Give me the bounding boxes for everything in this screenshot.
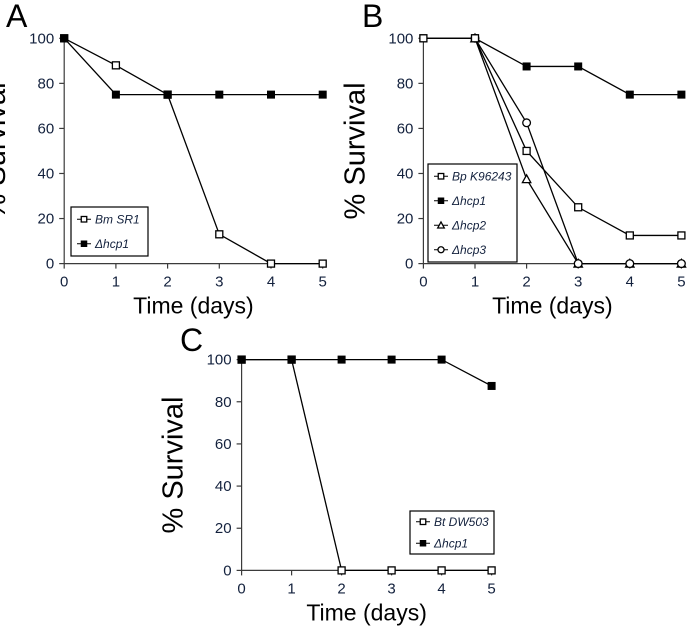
svg-text:1: 1 (112, 274, 120, 291)
svg-text:0: 0 (405, 256, 413, 273)
svg-text:80: 80 (215, 394, 232, 411)
svg-text:20: 20 (38, 211, 55, 228)
svg-text:5: 5 (319, 274, 327, 291)
svg-text:3: 3 (387, 580, 395, 597)
svg-text:40: 40 (397, 165, 414, 182)
svg-text:4: 4 (267, 274, 275, 291)
svg-text:Δhcp1: Δhcp1 (451, 194, 486, 208)
svg-text:% Survival: % Survival (158, 397, 190, 534)
svg-text:5: 5 (487, 580, 495, 597)
svg-text:1: 1 (287, 580, 295, 597)
svg-text:20: 20 (397, 211, 414, 228)
svg-text:Δhcp1: Δhcp1 (94, 237, 129, 251)
svg-text:Bp K96243: Bp K96243 (452, 169, 512, 183)
svg-text:Bt DW503: Bt DW503 (434, 515, 489, 529)
svg-text:80: 80 (397, 75, 414, 92)
svg-text:2: 2 (522, 274, 530, 291)
svg-text:4: 4 (437, 580, 445, 597)
svg-text:A: A (6, 0, 28, 34)
svg-text:3: 3 (574, 274, 582, 291)
svg-text:C: C (180, 322, 203, 358)
svg-text:2: 2 (337, 580, 345, 597)
svg-text:% Survival: % Survival (0, 82, 12, 219)
svg-text:4: 4 (626, 274, 634, 291)
svg-text:1: 1 (471, 274, 479, 291)
svg-text:Δhcp3: Δhcp3 (451, 243, 486, 257)
svg-text:0: 0 (46, 256, 54, 273)
svg-text:0: 0 (223, 562, 231, 579)
svg-text:% Survival: % Survival (339, 82, 371, 219)
svg-text:Time (days): Time (days) (133, 293, 254, 319)
svg-text:60: 60 (38, 120, 55, 137)
svg-text:40: 40 (215, 478, 232, 495)
svg-text:0: 0 (237, 580, 245, 597)
svg-text:Δhcp2: Δhcp2 (451, 218, 486, 232)
svg-text:80: 80 (38, 75, 55, 92)
svg-text:Time (days): Time (days) (306, 599, 427, 625)
svg-text:3: 3 (215, 274, 223, 291)
svg-text:100: 100 (388, 30, 413, 47)
svg-text:60: 60 (397, 120, 414, 137)
svg-text:100: 100 (207, 352, 232, 369)
svg-text:B: B (362, 0, 383, 34)
svg-text:100: 100 (29, 30, 54, 47)
svg-text:2: 2 (163, 274, 171, 291)
svg-text:5: 5 (677, 274, 685, 291)
svg-text:60: 60 (215, 436, 232, 453)
svg-text:Bm SR1: Bm SR1 (95, 212, 140, 226)
svg-text:20: 20 (215, 520, 232, 537)
svg-text:0: 0 (60, 274, 68, 291)
svg-text:40: 40 (38, 165, 55, 182)
svg-text:0: 0 (419, 274, 427, 291)
svg-text:Δhcp1: Δhcp1 (433, 536, 468, 550)
svg-text:Time (days): Time (days) (492, 293, 613, 319)
